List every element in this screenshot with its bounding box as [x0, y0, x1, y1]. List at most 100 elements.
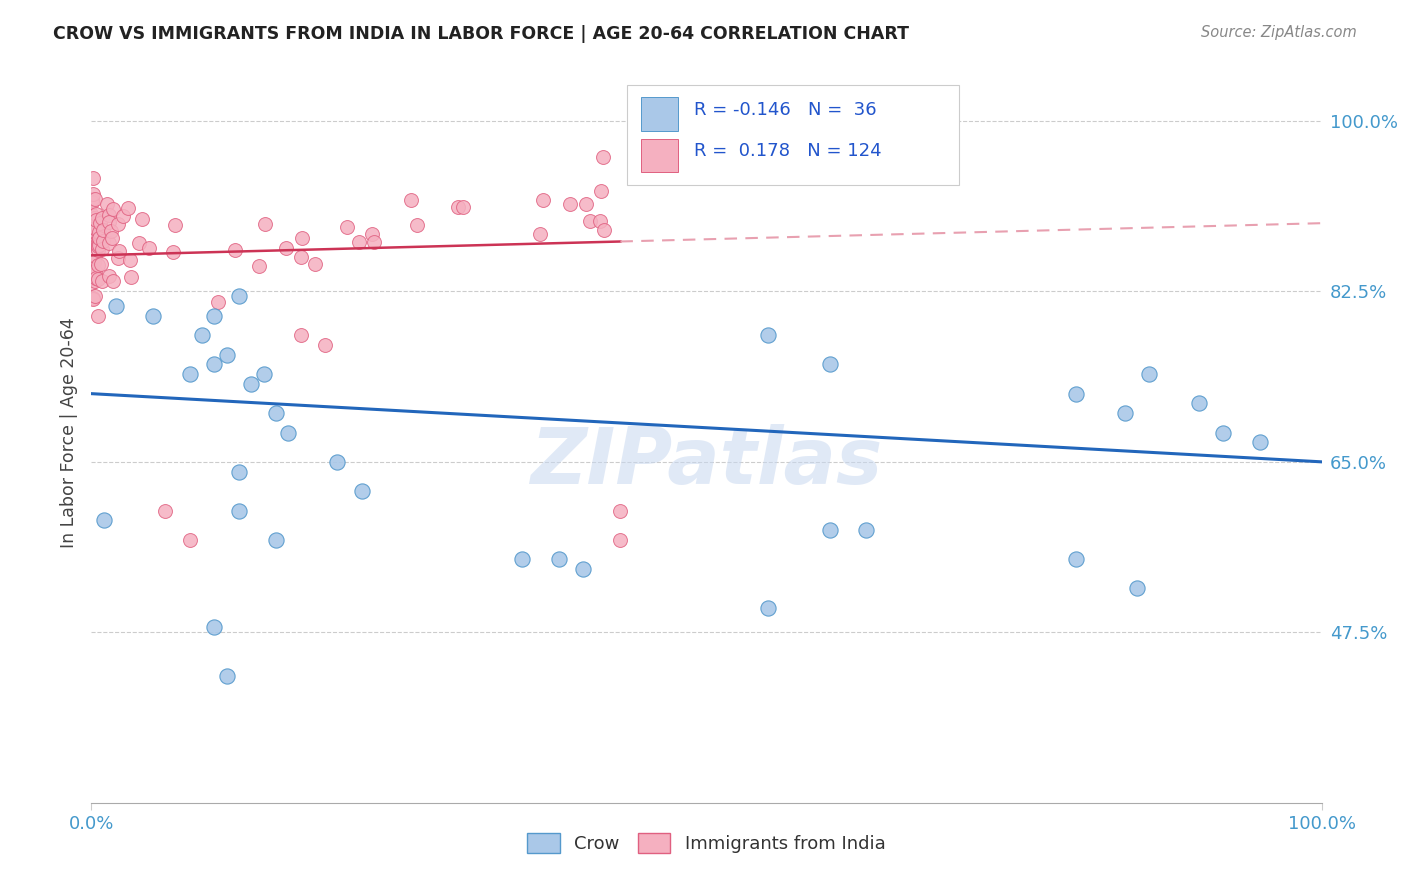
Point — [87, 226, 110, 240]
Point — [108, 244, 131, 259]
Point — [253, 218, 276, 232]
Point — [249, 259, 271, 273]
Point — [83, 234, 105, 248]
Point — [80, 226, 103, 240]
Point — [93, 513, 115, 527]
Point — [363, 235, 385, 250]
Point — [1139, 367, 1161, 381]
Point — [86, 258, 108, 272]
Point — [111, 210, 134, 224]
Point — [91, 211, 114, 226]
Point — [82, 195, 104, 210]
Text: Source: ZipAtlas.com: Source: ZipAtlas.com — [1201, 25, 1357, 40]
Point — [80, 276, 103, 290]
Text: R =  0.178   N = 124: R = 0.178 N = 124 — [695, 142, 882, 160]
Point — [83, 254, 105, 268]
Point — [80, 270, 103, 285]
Point — [347, 235, 370, 250]
Point — [142, 309, 165, 323]
Point — [82, 237, 104, 252]
Point — [83, 220, 105, 235]
Point — [558, 197, 581, 211]
Point — [80, 242, 103, 256]
Point — [80, 268, 103, 283]
Point — [179, 367, 201, 381]
Point — [101, 274, 124, 288]
Point — [82, 253, 104, 268]
Point — [82, 171, 104, 186]
Point — [224, 243, 246, 257]
Point — [609, 503, 631, 517]
Point — [336, 219, 359, 234]
Point — [80, 227, 103, 242]
Point — [83, 249, 105, 263]
Point — [529, 227, 551, 241]
Point — [83, 274, 105, 288]
Point — [191, 328, 214, 343]
Point — [253, 367, 276, 381]
Point — [1064, 386, 1087, 401]
Point — [228, 289, 250, 303]
Point — [547, 552, 569, 566]
Point — [84, 232, 107, 246]
Point — [83, 240, 105, 254]
Point — [202, 309, 225, 323]
Point — [453, 201, 475, 215]
Point — [153, 503, 177, 517]
Point — [855, 523, 877, 537]
Point — [100, 224, 122, 238]
Point — [361, 227, 384, 241]
Point — [87, 236, 110, 251]
Point — [572, 562, 595, 576]
Point — [80, 239, 103, 253]
Point — [82, 292, 104, 306]
Point — [90, 242, 112, 256]
Point — [818, 523, 841, 537]
Point — [215, 348, 238, 362]
Point — [80, 270, 103, 285]
Point — [1212, 425, 1234, 440]
Point — [592, 150, 614, 164]
Point — [756, 328, 779, 343]
Point — [82, 187, 104, 202]
Point — [97, 235, 120, 250]
Point — [87, 309, 110, 323]
Point — [531, 193, 554, 207]
Point — [83, 230, 105, 244]
Point — [80, 217, 103, 231]
Point — [1064, 552, 1087, 566]
Point — [593, 223, 616, 237]
Point — [83, 289, 105, 303]
Point — [80, 270, 103, 285]
Point — [228, 503, 250, 517]
Point — [80, 263, 103, 277]
Point — [117, 202, 139, 216]
Point — [202, 358, 225, 372]
Point — [103, 202, 125, 216]
Point — [83, 247, 105, 261]
Point — [91, 234, 114, 248]
Point — [82, 225, 104, 239]
Point — [165, 219, 187, 233]
Point — [138, 241, 160, 255]
Point — [82, 234, 104, 248]
Point — [326, 455, 349, 469]
Point — [82, 241, 104, 255]
Point — [352, 484, 374, 499]
Point — [128, 235, 150, 250]
Point — [80, 261, 103, 276]
Point — [304, 257, 326, 271]
Point — [80, 242, 103, 256]
Point — [80, 230, 103, 244]
Text: R = -0.146   N =  36: R = -0.146 N = 36 — [695, 101, 877, 119]
Point — [80, 252, 103, 266]
Point — [105, 299, 127, 313]
Point — [97, 215, 120, 229]
Point — [83, 211, 105, 225]
Point — [84, 235, 107, 250]
Point — [90, 257, 112, 271]
Point — [202, 620, 225, 634]
Point — [80, 207, 103, 221]
Legend: Crow, Immigrants from India: Crow, Immigrants from India — [520, 826, 893, 861]
Point — [89, 216, 111, 230]
